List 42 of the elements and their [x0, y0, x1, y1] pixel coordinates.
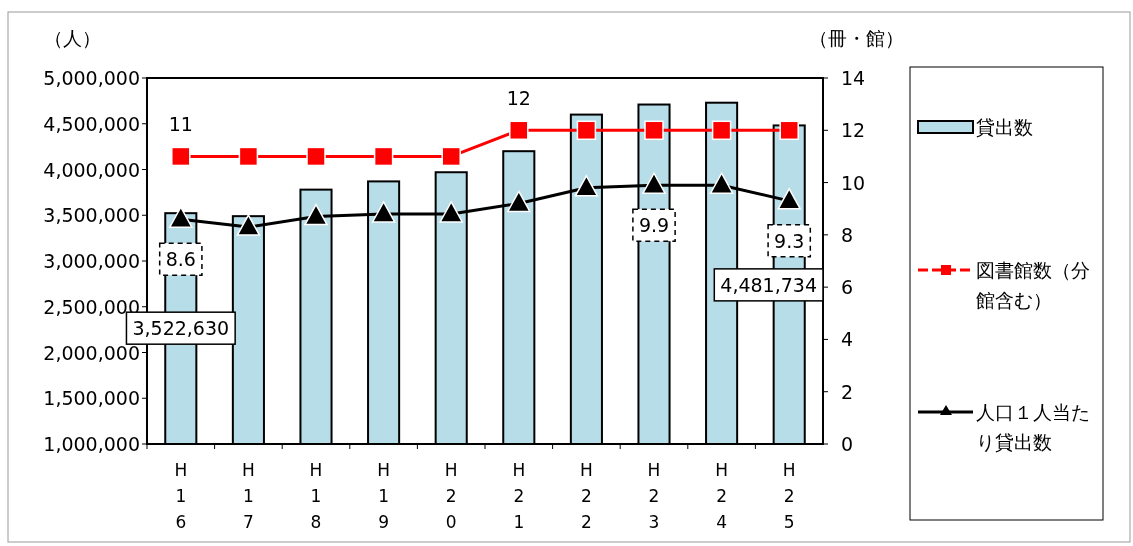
y2-tick-label: 2: [841, 380, 854, 403]
y2-tick-label: 4: [841, 328, 854, 351]
data-label: 8.6: [165, 248, 196, 271]
x-tick-label: H19: [377, 460, 390, 532]
x-tick-label: H18: [309, 460, 323, 532]
label: 9.3: [767, 224, 812, 258]
x-tick-label: H23: [647, 460, 661, 532]
y2-axis-title: （冊・館）: [808, 27, 904, 49]
x-tick-label: H16: [174, 460, 188, 532]
x-tick-label: H25: [782, 460, 796, 532]
label: 8.6: [158, 242, 203, 276]
data-label: 3,522,630: [132, 317, 230, 340]
y2-tick-label: 8: [841, 223, 854, 246]
y-tick-label: 3,000,000: [43, 250, 140, 272]
y-tick-label: 5,000,000: [43, 67, 140, 89]
y2-tick-label: 0: [841, 433, 854, 455]
label: 4,481,734: [713, 268, 824, 302]
y2-tick-label: 14: [841, 67, 866, 89]
y-tick-label: 4,500,000: [43, 112, 140, 135]
label: 12: [506, 87, 531, 110]
x-tick-label: H20: [444, 460, 458, 532]
data-label: 9.3: [774, 229, 805, 252]
y-tick-label: 3,500,000: [43, 204, 140, 227]
y2-tick-label: 12: [841, 119, 866, 142]
y2-tick-label: 10: [841, 171, 866, 194]
legend-label: 人口１人当たり貸出数: [976, 401, 1090, 453]
x-tick-label: H24: [715, 460, 728, 532]
y-tick-label: 1,500,000: [43, 387, 140, 410]
label: 11: [168, 113, 193, 136]
x-tick-label: H21: [512, 460, 526, 532]
x-tick-label: H17: [242, 460, 255, 532]
data-label: 4,481,734: [720, 273, 817, 296]
label: 3,522,630: [125, 311, 236, 345]
y-tick-label: 1,000,000: [43, 433, 140, 455]
y-tick-label: 4,000,000: [43, 158, 140, 181]
legend-label: 貸出数: [976, 116, 1033, 138]
y-axis-title: （人）: [43, 27, 101, 49]
y2-tick-label: 6: [841, 276, 854, 299]
legend-label: 図書館数（分館含む）: [976, 259, 1090, 311]
label: 9.9: [632, 208, 676, 242]
data-label: 9.9: [638, 214, 670, 237]
x-tick-label: H22: [580, 460, 593, 532]
